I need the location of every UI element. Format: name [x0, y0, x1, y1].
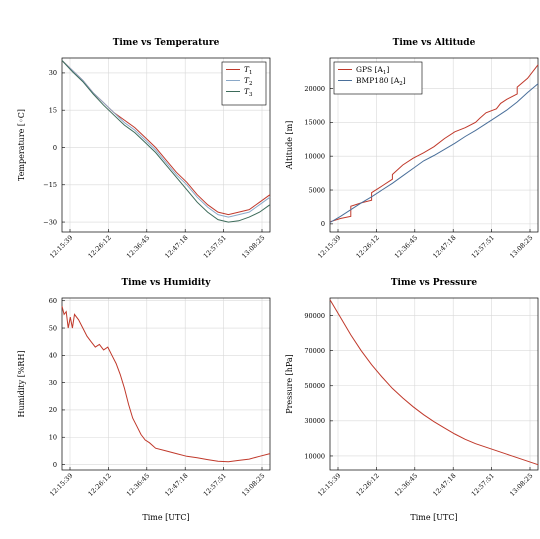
- x-tick-label: 12:57:51: [470, 472, 496, 498]
- x-tick-label: 12:26:12: [355, 472, 381, 498]
- x-axis-label: Time [UTC]: [142, 513, 189, 522]
- chart-title: Time vs Pressure: [391, 278, 478, 288]
- y-tick-label: 20000: [304, 85, 325, 93]
- x-tick-label: 12:26:12: [355, 234, 381, 260]
- y-tick-label: 20: [49, 406, 57, 414]
- x-tick-label: 12:47:18: [431, 472, 457, 498]
- y-axis-label: Humidity [%RH]: [17, 350, 26, 417]
- x-tick-label: 12:15:39: [316, 472, 342, 498]
- x-tick-label: 12:57:51: [470, 234, 496, 260]
- y-tick-label: −30: [43, 218, 57, 226]
- y-tick-label: 30000: [304, 417, 325, 425]
- x-tick-label: 12:36:45: [125, 472, 151, 498]
- y-axis-label: Altitude [m]: [285, 121, 294, 171]
- x-tick-label: 12:47:18: [163, 472, 189, 498]
- plot-frame: [329, 297, 539, 471]
- y-tick-label: 10000: [304, 152, 325, 160]
- y-tick-label: 0: [53, 461, 57, 469]
- y-tick-label: 40: [49, 352, 57, 360]
- x-tick-label: 13:08:25: [508, 234, 534, 260]
- y-tick-label: 0: [321, 220, 325, 228]
- legend-entry: T2: [244, 76, 253, 87]
- x-tick-label: 12:47:18: [163, 234, 189, 260]
- x-tick-label: 12:36:45: [125, 234, 151, 260]
- chart-humidity: Time vs Humidity Humidity [%RH] Time [UTC]…: [17, 278, 271, 522]
- x-tick-label: 12:57:51: [202, 234, 228, 260]
- y-tick-label: 90000: [304, 312, 325, 320]
- y-tick-label: 70000: [304, 347, 325, 355]
- legend: GPS [A1]BMP180 [A2]: [333, 61, 423, 95]
- chart-altitude: Time vs Altitude Altitude [m] 20000 15000 10…: [285, 38, 539, 260]
- series-line-pressure-0: [329, 299, 539, 466]
- y-tick-label: 0: [53, 144, 57, 152]
- series-line-altitude-1: [329, 83, 539, 223]
- chart-title: Time vs Temperature: [113, 38, 220, 48]
- y-tick-label: 15000: [304, 119, 325, 127]
- legend-entry: BMP180 [A2]: [356, 76, 406, 87]
- y-tick-label: 50000: [304, 382, 325, 390]
- legend-entry: T3: [244, 87, 253, 98]
- y-tick-label: 50: [49, 324, 57, 332]
- y-axis-label: Pressure [hPa]: [285, 354, 294, 414]
- x-tick-label: 12:15:39: [48, 472, 74, 498]
- chart-pressure: Time vs Pressure Pressure [hPa] Time [UTC]…: [285, 278, 539, 522]
- y-axis-label: Temperature [◦C]: [17, 109, 26, 181]
- series-line-temperature-2: [61, 60, 271, 223]
- x-tick-label: 12:47:18: [431, 234, 457, 260]
- x-tick-label: 12:26:12: [87, 472, 113, 498]
- x-tick-label: 13:08:25: [508, 472, 534, 498]
- y-tick-label: 30: [49, 379, 57, 387]
- series-line-humidity-0: [61, 306, 271, 463]
- x-tick-label: 12:36:45: [393, 472, 419, 498]
- x-tick-label: 12:57:51: [202, 472, 228, 498]
- plot-frame: [329, 57, 539, 233]
- chart-title: Time vs Humidity: [121, 278, 211, 288]
- x-tick-label: 13:08:25: [240, 472, 266, 498]
- x-tick-label: 12:15:39: [48, 234, 74, 260]
- x-axis-label: Time [UTC]: [410, 513, 457, 522]
- plot-frame: [61, 57, 271, 233]
- y-tick-label: 5000: [308, 186, 325, 194]
- legend-entry: GPS [A1]: [356, 65, 389, 76]
- y-tick-label: 60: [49, 297, 57, 305]
- legend-entry: T1: [244, 65, 253, 76]
- y-tick-label: −15: [43, 181, 57, 189]
- y-tick-label: 10: [49, 434, 57, 442]
- y-tick-label: 30: [49, 69, 57, 77]
- chart-title: Time vs Altitude: [393, 38, 476, 48]
- series-line-temperature-1: [61, 60, 271, 218]
- x-tick-label: 13:08:25: [240, 234, 266, 260]
- y-tick-label: 10000: [304, 452, 325, 460]
- legend-box: [333, 61, 423, 95]
- series-line-altitude-0: [329, 64, 539, 223]
- plot-frame: [61, 297, 271, 471]
- chart-temperature: Time vs Temperature Temperature [◦C] 30 15 0…: [17, 38, 271, 260]
- x-tick-label: 12:15:39: [316, 234, 342, 260]
- x-tick-label: 12:26:12: [87, 234, 113, 260]
- y-tick-label: 15: [49, 107, 57, 115]
- x-tick-label: 12:36:45: [393, 234, 419, 260]
